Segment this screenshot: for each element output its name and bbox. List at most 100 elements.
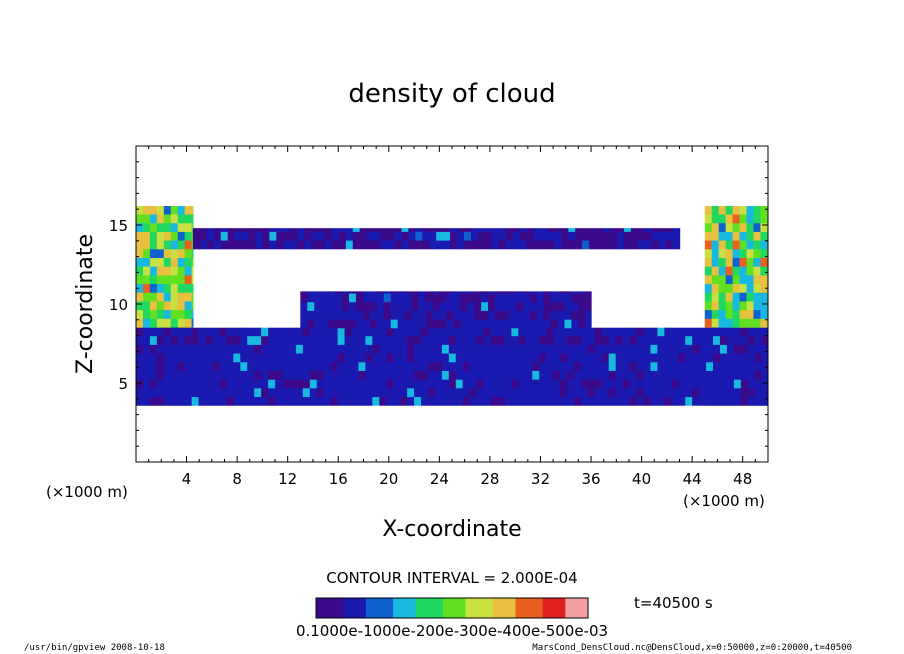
cloud-cell xyxy=(359,228,368,232)
cloud-cell xyxy=(261,387,269,398)
cloud-cell xyxy=(725,213,734,224)
cloud-cell xyxy=(418,319,427,329)
cloud-cell xyxy=(664,344,672,354)
cloud-cell xyxy=(760,318,768,328)
cloud-cell xyxy=(302,370,311,380)
cloud-cell xyxy=(501,310,510,320)
colorbar-segment xyxy=(520,598,525,618)
cloud-cell xyxy=(746,318,755,328)
cloud-cell xyxy=(226,396,234,406)
cloud-cell xyxy=(206,228,215,232)
cloud-cell xyxy=(191,309,194,319)
cloud-cell xyxy=(323,327,332,337)
cloud-cell xyxy=(184,240,193,250)
cloud-cell xyxy=(732,213,741,224)
cloud-cell xyxy=(262,228,270,232)
cloud-cell xyxy=(553,370,561,380)
colorbar-segment xyxy=(542,598,548,618)
cloud-cell xyxy=(546,327,554,337)
cloud-cell xyxy=(335,310,343,320)
cloud-cell xyxy=(657,344,665,354)
cloud-cell xyxy=(355,291,364,294)
cloud-cell xyxy=(571,319,579,329)
cloud-cell xyxy=(580,327,589,337)
cloud-cell xyxy=(497,379,506,389)
cloud-cell xyxy=(594,327,603,337)
cloud-cell xyxy=(711,300,720,311)
cloud-cell xyxy=(366,240,375,250)
cloud-cell xyxy=(608,344,617,354)
cloud-cell xyxy=(191,352,200,363)
cloud-cell xyxy=(295,379,304,389)
cloud-cell xyxy=(330,370,339,380)
cloud-cell xyxy=(443,240,451,250)
cloud-cell xyxy=(760,213,768,224)
cloud-cell xyxy=(268,387,276,398)
cloud-cell xyxy=(142,396,151,406)
cloud-cell xyxy=(439,301,447,311)
cloud-cell xyxy=(525,370,533,380)
cloud-cell xyxy=(205,352,214,363)
x-tick-label: 16 xyxy=(329,470,348,488)
cloud-cell xyxy=(418,310,427,320)
cloud-cell xyxy=(760,292,768,302)
cloud-cell xyxy=(142,344,151,354)
cloud-cell xyxy=(554,240,562,250)
cloud-cell xyxy=(149,335,158,345)
cloud-cell xyxy=(149,213,158,224)
cloud-cell xyxy=(344,387,353,398)
cloud-cell xyxy=(441,327,450,337)
cloud-cell xyxy=(575,228,583,232)
cloud-cell xyxy=(754,396,763,406)
cloud-cell xyxy=(629,344,638,354)
cloud-cell xyxy=(192,228,201,232)
cloud-cell xyxy=(481,292,489,303)
cloud-cell xyxy=(578,291,586,294)
cloud-cell xyxy=(191,257,194,267)
cloud-cell xyxy=(490,387,499,398)
cloud-cell xyxy=(136,257,144,267)
cloud-cell xyxy=(505,231,514,241)
cloud-cell xyxy=(379,344,387,354)
cloud-cell xyxy=(678,387,686,398)
cloud-cell xyxy=(582,231,590,241)
cloud-cell xyxy=(191,300,194,311)
cloud-cell xyxy=(240,327,248,337)
cloud-cell xyxy=(643,335,652,345)
cloud-cell xyxy=(568,231,576,241)
cloud-cell xyxy=(394,231,403,241)
cloud-cell xyxy=(191,370,200,380)
cloud-cell xyxy=(337,396,346,406)
cloud-cell xyxy=(460,292,468,303)
cloud-cell xyxy=(747,379,756,389)
cloud-cell xyxy=(220,240,229,250)
cloud-cell xyxy=(191,222,194,232)
cloud-cell xyxy=(372,379,380,389)
cloud-cell xyxy=(316,335,325,345)
cloud-cell xyxy=(163,318,172,328)
cloud-cell xyxy=(481,310,489,320)
colorbar-segment xyxy=(320,598,326,618)
cloud-cell xyxy=(414,370,422,380)
cloud-cell xyxy=(156,222,165,232)
cloud-cell xyxy=(254,396,262,406)
cloud-cell xyxy=(198,352,207,363)
cloud-cell xyxy=(184,300,193,311)
cloud-cell xyxy=(400,370,408,380)
cloud-cell xyxy=(352,228,361,232)
cloud-cell xyxy=(719,379,728,389)
cloud-cell xyxy=(226,344,234,354)
cloud-cell xyxy=(608,335,617,345)
cloud-cell xyxy=(240,361,248,371)
cloud-cell xyxy=(184,387,193,398)
cloud-cell xyxy=(455,387,464,398)
cloud-cell xyxy=(713,335,721,345)
cloud-cell xyxy=(247,352,255,363)
cloud-cell xyxy=(567,327,575,337)
cloud-cell xyxy=(692,352,700,363)
cloud-cell xyxy=(422,231,430,241)
cloud-cell xyxy=(344,352,353,363)
cloud-cell xyxy=(337,361,346,371)
cloud-cell xyxy=(753,222,762,232)
cloud-cell xyxy=(747,335,756,345)
